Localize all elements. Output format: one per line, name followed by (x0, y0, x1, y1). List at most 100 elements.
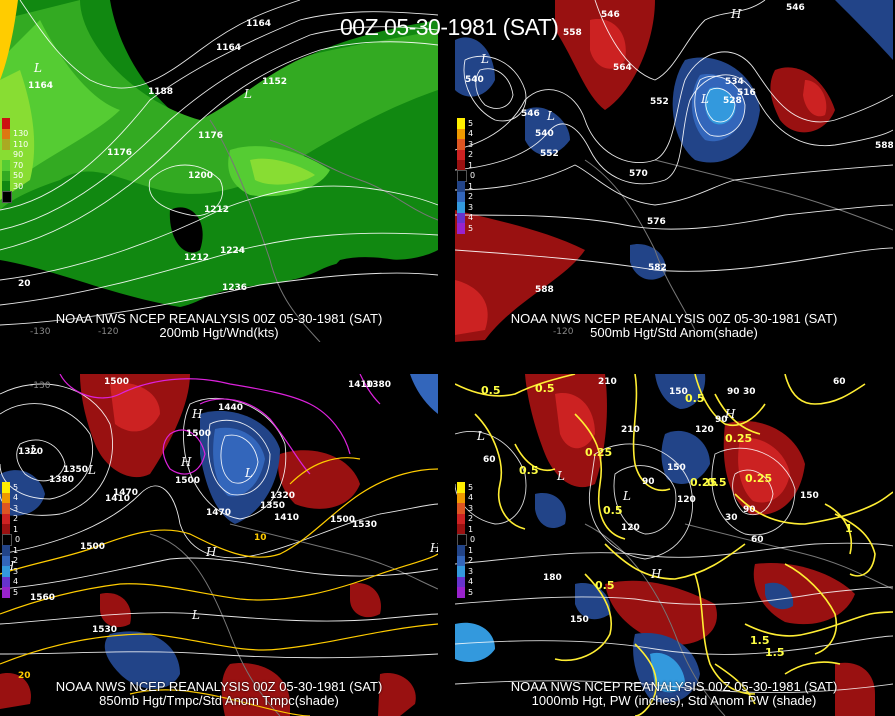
svg-text:L: L (622, 489, 631, 503)
svg-text:1410: 1410 (105, 494, 130, 504)
colorbar-label: 2 (13, 556, 19, 566)
colorbar-swatch (2, 524, 10, 535)
colorbar-swatch (2, 170, 10, 181)
colorbar-swatch (457, 160, 465, 171)
svg-text:540: 540 (535, 129, 554, 139)
caption-line-2: 500mb Hgt/Std Anom(shade) (590, 325, 758, 340)
colorbar-swatch (2, 566, 10, 577)
map-850mb: 1500 1440 1410 1380 1320 1350 1380 1410 … (0, 374, 438, 716)
svg-text:0.25: 0.25 (690, 476, 717, 489)
svg-text:-120: -120 (98, 327, 119, 337)
svg-text:90: 90 (715, 415, 728, 425)
svg-text:-130: -130 (30, 327, 51, 337)
svg-text:150: 150 (570, 615, 589, 625)
caption-line-1: NOAA NWS NCEP REANALYSIS 00Z 05-30-1981 … (510, 679, 838, 694)
svg-text:H: H (730, 7, 742, 21)
colorbar-swatch (2, 181, 10, 192)
colorbar-label: 50 (13, 171, 24, 181)
colorbar-entry: 2 (457, 191, 475, 202)
colorbar-swatch (457, 223, 465, 234)
svg-text:552: 552 (540, 149, 559, 159)
svg-text:20: 20 (18, 671, 31, 681)
svg-text:564: 564 (613, 63, 632, 73)
svg-text:1470: 1470 (206, 508, 231, 518)
colorbar-entry: 3 (457, 566, 475, 577)
svg-text:0.5: 0.5 (535, 382, 555, 395)
svg-text:1152: 1152 (262, 77, 287, 87)
colorbar-entry: 1 (457, 160, 475, 171)
colorbar-swatch (457, 118, 465, 129)
colorbar-entry: 5 (457, 118, 475, 129)
svg-text:1176: 1176 (198, 131, 223, 141)
colorbar-entry: 2 (457, 149, 475, 160)
svg-text:120: 120 (677, 495, 696, 505)
svg-text:150: 150 (800, 491, 819, 501)
svg-text:H: H (205, 545, 217, 559)
svg-text:-120: -120 (553, 327, 574, 337)
svg-text:H: H (429, 541, 438, 555)
panel-1000mb: 0.5 0.5 0.5 0.5 0.25 0.25 0.5 0.5 0.25 0… (455, 374, 893, 716)
colorbar-entry: 4 (457, 492, 475, 503)
colorbar-swatch (457, 181, 465, 192)
svg-text:0.25: 0.25 (725, 432, 752, 445)
svg-text:1350: 1350 (63, 465, 88, 475)
colorbar-swatch (2, 555, 10, 566)
svg-text:180: 180 (543, 573, 562, 583)
panel-850mb: 1500 1440 1410 1380 1320 1350 1380 1410 … (0, 374, 438, 716)
svg-text:516: 516 (737, 88, 756, 98)
colorbar-label: 5 (13, 587, 19, 597)
svg-text:1236: 1236 (222, 283, 247, 293)
colorbar-label: 3 (468, 202, 474, 212)
svg-text:546: 546 (521, 109, 540, 119)
colorbar-swatch (457, 545, 465, 556)
svg-text:1212: 1212 (184, 253, 209, 263)
colorbar-label: 1 (468, 181, 474, 191)
colorbar-label: 1 (468, 160, 474, 170)
colorbar-entry: 4 (457, 576, 475, 587)
colorbar-swatch (2, 492, 10, 503)
colorbar-swatch (457, 555, 465, 566)
colorbar-label: 0 (470, 171, 476, 181)
svg-text:60: 60 (483, 455, 496, 465)
colorbar-label: 5 (468, 482, 474, 492)
colorbar-entry: 70 (2, 160, 28, 171)
svg-text:L: L (476, 429, 485, 443)
svg-text:1212: 1212 (204, 205, 229, 215)
svg-text:30: 30 (743, 387, 756, 397)
colorbar-swatch (457, 212, 465, 223)
svg-text:546: 546 (786, 3, 805, 13)
svg-text:1500: 1500 (175, 476, 200, 486)
svg-text:588: 588 (875, 141, 893, 151)
svg-text:0.5: 0.5 (519, 464, 539, 477)
colorbar-entry: 110 (2, 139, 28, 150)
colorbar-swatch (2, 190, 12, 203)
svg-text:1.5: 1.5 (765, 646, 785, 659)
svg-text:552: 552 (650, 97, 669, 107)
svg-text:30: 30 (725, 513, 738, 523)
colorbar-swatch (2, 128, 10, 139)
colorbar-entry: 1 (457, 181, 475, 192)
colorbar-swatch (2, 482, 10, 493)
colorbar-label: 3 (13, 503, 19, 513)
low-marker: L (33, 61, 42, 75)
colorbar-entry: 2 (457, 513, 475, 524)
colorbar-label: 3 (13, 566, 19, 576)
colorbar-entry: 4 (2, 492, 20, 503)
svg-text:1164: 1164 (246, 19, 271, 29)
colorbar-entry: 3 (457, 503, 475, 514)
colorbar-label: 4 (468, 493, 474, 503)
svg-text:582: 582 (648, 263, 667, 273)
svg-text:546: 546 (601, 10, 620, 20)
colorbar-entry: 0 (457, 169, 476, 182)
svg-text:90: 90 (727, 387, 740, 397)
colorbar-swatch (457, 503, 465, 514)
colorbar-swatch (457, 492, 465, 503)
svg-text:L: L (87, 463, 96, 477)
colorbar-entry: 2 (2, 513, 20, 524)
svg-text:558: 558 (563, 28, 582, 38)
svg-text:1410: 1410 (274, 513, 299, 523)
colorbar-label: 0 (15, 535, 21, 545)
svg-text:1440: 1440 (218, 403, 243, 413)
svg-text:60: 60 (833, 377, 846, 387)
